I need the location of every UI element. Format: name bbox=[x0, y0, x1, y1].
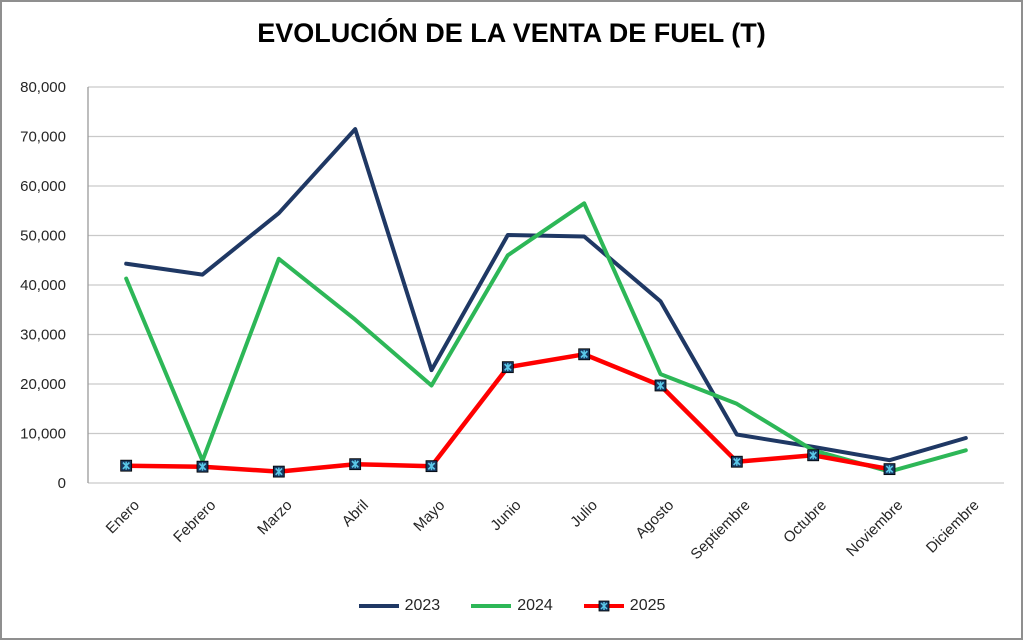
x-axis-label: Noviembre bbox=[843, 497, 906, 560]
y-axis-label: 60,000 bbox=[20, 178, 66, 195]
x-axis-label: Octubre bbox=[780, 497, 830, 547]
legend-label: 2024 bbox=[517, 597, 553, 614]
legend-swatch-icon bbox=[358, 604, 399, 608]
x-axis-label: Diciembre bbox=[923, 497, 983, 557]
x-axis-label: Julio bbox=[567, 497, 601, 531]
legend-swatch-icon bbox=[583, 600, 624, 612]
x-axis-label: Abril bbox=[339, 497, 372, 530]
chart-legend: 2023 2024 2025 bbox=[2, 597, 1021, 615]
x-axis-label: Mayo bbox=[410, 497, 448, 535]
x-axis-label: Enero bbox=[103, 497, 143, 537]
x-axis-label: Septiembre bbox=[687, 497, 753, 563]
x-axis-label: Marzo bbox=[254, 497, 295, 538]
y-axis-label: 50,000 bbox=[20, 228, 66, 245]
legend-item-2025[interactable]: 2025 bbox=[583, 597, 666, 615]
x-axis-label: Junio bbox=[487, 497, 524, 534]
series-line-2024 bbox=[124, 201, 968, 474]
y-axis-label: 40,000 bbox=[20, 277, 66, 294]
series-line-2023 bbox=[124, 127, 968, 463]
legend-label: 2023 bbox=[404, 597, 441, 614]
legend-item-2023[interactable]: 2023 bbox=[358, 597, 441, 615]
x-axis-label: Agosto bbox=[632, 497, 677, 542]
y-axis-label: 0 bbox=[58, 475, 66, 492]
y-axis-label: 70,000 bbox=[20, 129, 66, 146]
y-axis-label: 30,000 bbox=[20, 327, 66, 344]
y-axis-label: 10,000 bbox=[20, 426, 66, 443]
y-axis-label: 80,000 bbox=[20, 79, 66, 96]
y-axis-label: 20,000 bbox=[20, 376, 66, 393]
chart-title: EVOLUCIÓN DE LA VENTA DE FUEL (T) bbox=[257, 18, 766, 48]
legend-swatch-icon bbox=[471, 604, 512, 608]
legend-item-2024[interactable]: 2024 bbox=[470, 597, 553, 615]
x-axis-label: Febrero bbox=[170, 497, 219, 546]
legend-label: 2025 bbox=[629, 597, 666, 614]
